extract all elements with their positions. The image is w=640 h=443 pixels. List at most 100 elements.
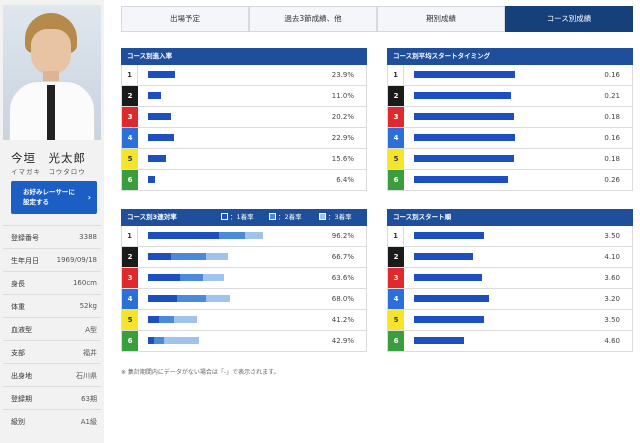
top3-rate-panel: コース別3連対率 ：1着率 ：2着率 ：3着率 1 96.2% 2 66.7% 3 63.… bbox=[121, 209, 367, 352]
third-place-bar bbox=[174, 316, 198, 323]
tab-3[interactable]: 期別成績 bbox=[377, 6, 505, 32]
racer-info-table: 登録番号 3388 生年月日 1969/09/18 身長 160cm 体重 52kg 血液型 A型… bbox=[3, 225, 101, 432]
course-number: 3 bbox=[388, 268, 404, 288]
tab-bar: 出場予定 過去3節成績、他 期別成績 コース別成績 bbox=[121, 6, 633, 32]
info-row: 支部 福井 bbox=[3, 340, 101, 363]
info-label: 体重 bbox=[11, 303, 25, 311]
course-row: 5 3.50 bbox=[387, 310, 633, 331]
first-place-bar bbox=[148, 316, 159, 323]
course-row: 4 22.9% bbox=[121, 128, 367, 149]
course-value: 3.50 bbox=[604, 232, 620, 240]
panel-header: コース別3連対率 ：1着率 ：2着率 ：3着率 bbox=[121, 209, 367, 226]
chevron-right-icon: › bbox=[87, 193, 91, 202]
start-timing-bar bbox=[414, 71, 516, 78]
start-timing-bar bbox=[414, 176, 509, 183]
first-place-bar bbox=[148, 295, 177, 302]
first-place-bar bbox=[148, 274, 181, 281]
course-row: 4 68.0% bbox=[121, 289, 367, 310]
info-value: 石川県 bbox=[76, 372, 97, 380]
start-rank-bar bbox=[414, 316, 484, 323]
course-number: 1 bbox=[388, 226, 404, 246]
info-label: 支部 bbox=[11, 349, 25, 357]
entry-rate-bar bbox=[148, 134, 175, 141]
course-number: 5 bbox=[122, 149, 138, 169]
course-value: 4.60 bbox=[604, 337, 620, 345]
tab-1[interactable]: 出場予定 bbox=[121, 6, 249, 32]
course-row: 5 15.6% bbox=[121, 149, 367, 170]
info-row: 登録期 63期 bbox=[3, 386, 101, 409]
course-row: 4 3.20 bbox=[387, 289, 633, 310]
start-rank-panel: コース別スタート順 1 3.50 2 4.10 3 3.60 4 3.20 5 3.50 6 4.60 bbox=[387, 209, 633, 352]
start-timing-bar bbox=[414, 113, 515, 120]
racer-name: 今垣 光太郎 bbox=[11, 151, 86, 165]
course-number: 4 bbox=[388, 289, 404, 309]
start-timing-bar bbox=[414, 155, 515, 162]
info-row: 登録番号 3388 bbox=[3, 225, 101, 248]
course-row: 5 41.2% bbox=[121, 310, 367, 331]
course-number: 1 bbox=[122, 226, 138, 246]
second-place-bar bbox=[158, 316, 175, 323]
course-value: 42.9% bbox=[331, 337, 354, 345]
info-value: A1級 bbox=[80, 418, 97, 426]
course-value: 3.60 bbox=[604, 274, 620, 282]
panel-title: コース別進入率 bbox=[121, 48, 367, 65]
course-value: 15.6% bbox=[331, 155, 354, 163]
tab-2[interactable]: 過去3節成績、他 bbox=[249, 6, 377, 32]
set-favorite-racer-button[interactable]: お好みレーサーに 設定する › bbox=[11, 181, 97, 214]
course-value: 23.9% bbox=[331, 71, 354, 79]
course-value: 0.16 bbox=[604, 71, 620, 79]
second-place-bar bbox=[218, 232, 246, 239]
course-row: 3 20.2% bbox=[121, 107, 367, 128]
course-row: 6 4.60 bbox=[387, 331, 633, 352]
course-row: 1 96.2% bbox=[121, 226, 367, 247]
course-number: 6 bbox=[388, 170, 404, 190]
first-place-bar bbox=[148, 337, 154, 344]
course-number: 4 bbox=[122, 289, 138, 309]
start-rank-bar bbox=[414, 232, 484, 239]
course-number: 4 bbox=[388, 128, 404, 148]
entry-rate-bar bbox=[148, 113, 172, 120]
info-label: 級別 bbox=[11, 418, 25, 426]
course-number: 1 bbox=[122, 65, 138, 85]
start-rank-bar bbox=[414, 337, 465, 344]
info-row: 身長 160cm bbox=[3, 271, 101, 294]
start-rank-bar bbox=[414, 295, 490, 302]
start-timing-panel: コース別平均スタートタイミング 1 0.16 2 0.21 3 0.18 4 0.16 5 0.1… bbox=[387, 48, 633, 191]
course-number: 5 bbox=[388, 310, 404, 330]
fav-button-line1: お好みレーサーに bbox=[23, 188, 75, 196]
course-value: 0.16 bbox=[604, 134, 620, 142]
entry-rate-bar bbox=[148, 176, 156, 183]
entry-rate-bar bbox=[148, 155, 166, 162]
first-place-bar bbox=[148, 253, 171, 260]
course-row: 3 0.18 bbox=[387, 107, 633, 128]
start-rank-bar bbox=[414, 274, 483, 281]
course-number: 5 bbox=[388, 149, 404, 169]
course-row: 2 4.10 bbox=[387, 247, 633, 268]
info-value: 福井 bbox=[83, 349, 97, 357]
tab-4[interactable]: コース別成績 bbox=[505, 6, 633, 32]
start-timing-bar bbox=[414, 92, 511, 99]
info-label: 登録期 bbox=[11, 395, 32, 403]
panel-title: コース別スタート順 bbox=[387, 209, 633, 226]
info-value: 52kg bbox=[79, 302, 97, 310]
course-value: 6.4% bbox=[336, 176, 354, 184]
third-place-bar bbox=[203, 274, 225, 281]
course-value: 41.2% bbox=[331, 316, 354, 324]
course-row: 2 0.21 bbox=[387, 86, 633, 107]
course-row: 6 0.26 bbox=[387, 170, 633, 191]
course-row: 4 0.16 bbox=[387, 128, 633, 149]
course-row: 3 63.6% bbox=[121, 268, 367, 289]
second-place-bar bbox=[180, 274, 204, 281]
info-row: 体重 52kg bbox=[3, 294, 101, 317]
course-row: 6 42.9% bbox=[121, 331, 367, 352]
course-value: 0.18 bbox=[604, 113, 620, 121]
course-number: 1 bbox=[388, 65, 404, 85]
info-label: 生年月日 bbox=[11, 257, 39, 265]
course-row: 2 11.0% bbox=[121, 86, 367, 107]
racer-photo bbox=[3, 5, 101, 140]
course-number: 6 bbox=[388, 331, 404, 351]
info-label: 身長 bbox=[11, 280, 25, 288]
racer-kana: イマガキ コウタロウ bbox=[11, 168, 86, 176]
legend-first: ：1着率 bbox=[221, 209, 254, 226]
course-value: 3.50 bbox=[604, 316, 620, 324]
